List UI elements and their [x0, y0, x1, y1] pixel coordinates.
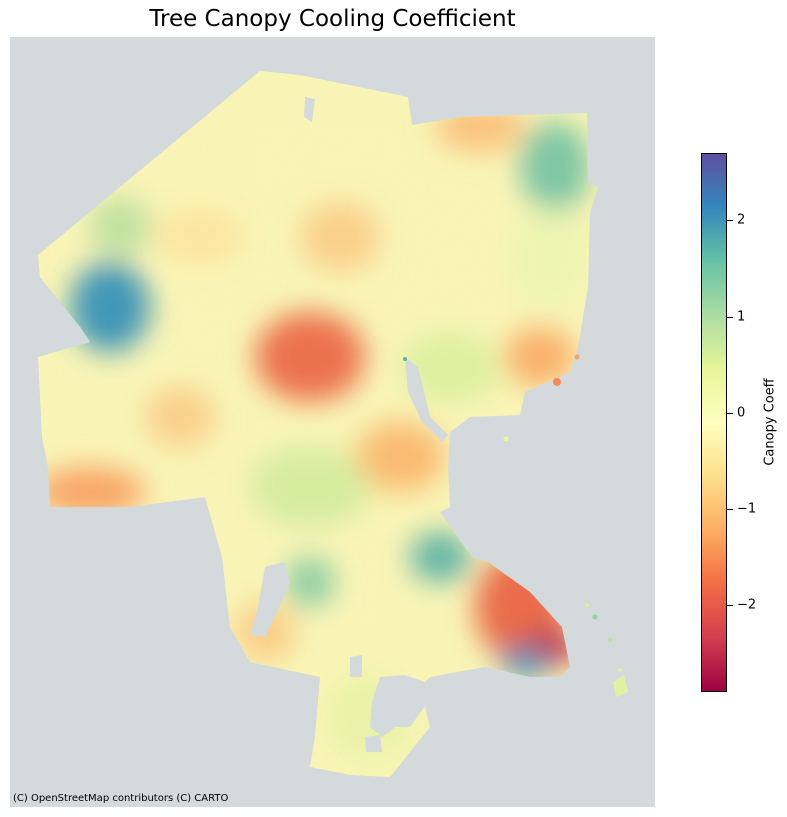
colorbar-tick-label: 1 [737, 309, 746, 325]
colorbar-tick [727, 412, 733, 414]
water-features [250, 97, 448, 752]
map-title: Tree Canopy Cooling Coefficient [149, 6, 516, 32]
colorbar-label: Canopy Coeff [762, 378, 778, 466]
colorbar-tick-label: −1 [737, 501, 757, 517]
colorbar [701, 153, 727, 692]
island-points [403, 354, 628, 697]
colorbar-tick-label: 0 [737, 405, 746, 421]
colorbar-tick [727, 509, 733, 511]
colorbar-tick [727, 316, 733, 318]
colorbar-tick-label: −2 [737, 597, 757, 613]
map-canvas[interactable] [10, 37, 655, 807]
colorbar-tick-label: 2 [737, 212, 746, 228]
choropleth-map [38, 71, 628, 777]
canopy-surface [38, 71, 598, 777]
colorbar-tick [727, 605, 733, 607]
colorbar-tick [727, 220, 733, 222]
map-attribution: (C) OpenStreetMap contributors (C) CARTO [13, 793, 229, 804]
